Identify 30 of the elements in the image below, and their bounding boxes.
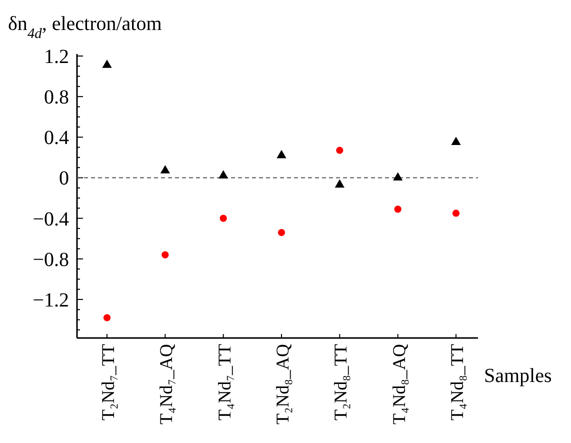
x-tick-label: T₂Nd₈_AQ (272, 344, 292, 425)
y-tick-label: 1.2 (44, 46, 69, 68)
y-axis-title: δn$_{4d}$, electron/atom (8, 13, 162, 42)
point (336, 146, 344, 154)
point (393, 172, 403, 181)
y-tick-label: −1.2 (32, 289, 69, 312)
point (220, 214, 227, 222)
point (452, 210, 460, 217)
x-tick-label: T₄Nd₇_TT (214, 344, 234, 421)
point (276, 150, 286, 158)
x-axis-title: Samples (484, 365, 552, 387)
x-tick-label: T₄Nd₈_AQ (388, 344, 409, 425)
point (218, 170, 228, 178)
y-tick-label: −0.4 (32, 208, 69, 230)
y-tick-label: 0.4 (44, 127, 69, 150)
x-tick-label: T₂Nd₇_TT (98, 344, 118, 421)
point (160, 165, 170, 174)
x-tick-label: T₄Nd₈_TT (447, 344, 467, 421)
point (451, 136, 461, 146)
x-tick-label: T₂Nd₈_TT (330, 344, 351, 421)
x-tick-label: T₄Nd₇_AQ (156, 344, 176, 425)
point (102, 60, 112, 68)
y-tick-label: 0 (59, 168, 69, 190)
point (162, 251, 169, 258)
point (278, 228, 286, 236)
y-tick-label: 0.8 (44, 86, 69, 109)
y-tick-label: −0.8 (32, 248, 69, 271)
point (394, 206, 402, 213)
point (103, 314, 111, 322)
point (334, 179, 344, 188)
